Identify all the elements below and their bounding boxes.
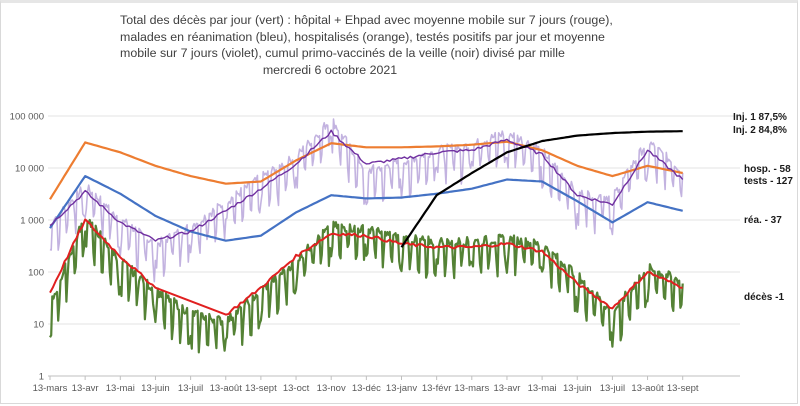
series-line [49, 218, 684, 354]
y-tick-label: 100 [28, 268, 44, 279]
chart-title: Total des décès par jour (vert) : hôpita… [120, 12, 613, 78]
y-axis-ticks: 1 10 100 1 000 10 000 100 000 [10, 112, 44, 383]
label-deces: décès -1 [744, 292, 784, 303]
series-line [400, 130, 683, 248]
label-hosp: hosp. - 58 [744, 164, 791, 175]
label-inj1: Inj. 1 87,5% [733, 112, 787, 123]
x-tick-label: 13-janv [386, 383, 417, 394]
y-tick-label: 1 000 [20, 216, 44, 227]
title-line-4: mercredi 6 octobre 2021 [262, 62, 398, 77]
x-tick-label: 13-sept [667, 383, 699, 394]
x-tick-label: 13-mai [106, 383, 135, 394]
series-line [49, 140, 683, 200]
x-tick-label: 13-juil [600, 383, 625, 394]
x-axis-ticks: 13-mars 13-avr 13-mai 13-juin 13-juil 13-août… [33, 383, 699, 394]
x-tick-label: 13-oct [283, 383, 310, 394]
y-tick-label: 10 000 [15, 164, 44, 175]
x-tick-label: 13-mars [454, 383, 489, 394]
x-tick-label: 13-avr [493, 383, 520, 394]
series-line [49, 118, 684, 283]
x-tick-label: 13-juil [178, 383, 203, 394]
title-line-1: Total des décès par jour (vert) : hôpita… [120, 13, 613, 27]
x-tick-label: 13-mars [33, 383, 68, 394]
label-inj2: Inj. 2 84,8% [733, 125, 787, 136]
title-line-2: malades en réanimation (bleu), hospitali… [120, 29, 605, 44]
title-line-3: mobile sur 7 jours (violet), cumul primo… [120, 46, 565, 61]
series-line [49, 129, 684, 242]
x-tick-label: 13-sept [245, 383, 277, 394]
label-tests: tests - 127 [744, 176, 793, 187]
label-rea: réa. - 37 [744, 215, 782, 226]
x-tick-label: 13-juin [141, 383, 170, 394]
x-tick-label: 13-avr [72, 383, 99, 394]
x-tick-label: 13-mai [528, 383, 557, 394]
y-tick-label: 1 [39, 372, 44, 383]
x-tick-label: 13-déc [352, 383, 381, 394]
x-tick-label: 13-août [631, 383, 664, 394]
x-tick-label: 13-févr [422, 383, 452, 394]
end-labels: Inj. 1 87,5% Inj. 2 84,8% hosp. - 58 tes… [733, 112, 793, 303]
x-tick-label: 13-août [210, 383, 243, 394]
x-tick-label: 13-juin [563, 383, 592, 394]
series-line [49, 218, 683, 316]
y-tick-label: 100 000 [10, 112, 44, 123]
series-line [49, 175, 683, 242]
data-series [49, 118, 684, 354]
y-tick-label: 10 [33, 320, 44, 331]
x-tick-label: 13-nov [317, 383, 346, 394]
